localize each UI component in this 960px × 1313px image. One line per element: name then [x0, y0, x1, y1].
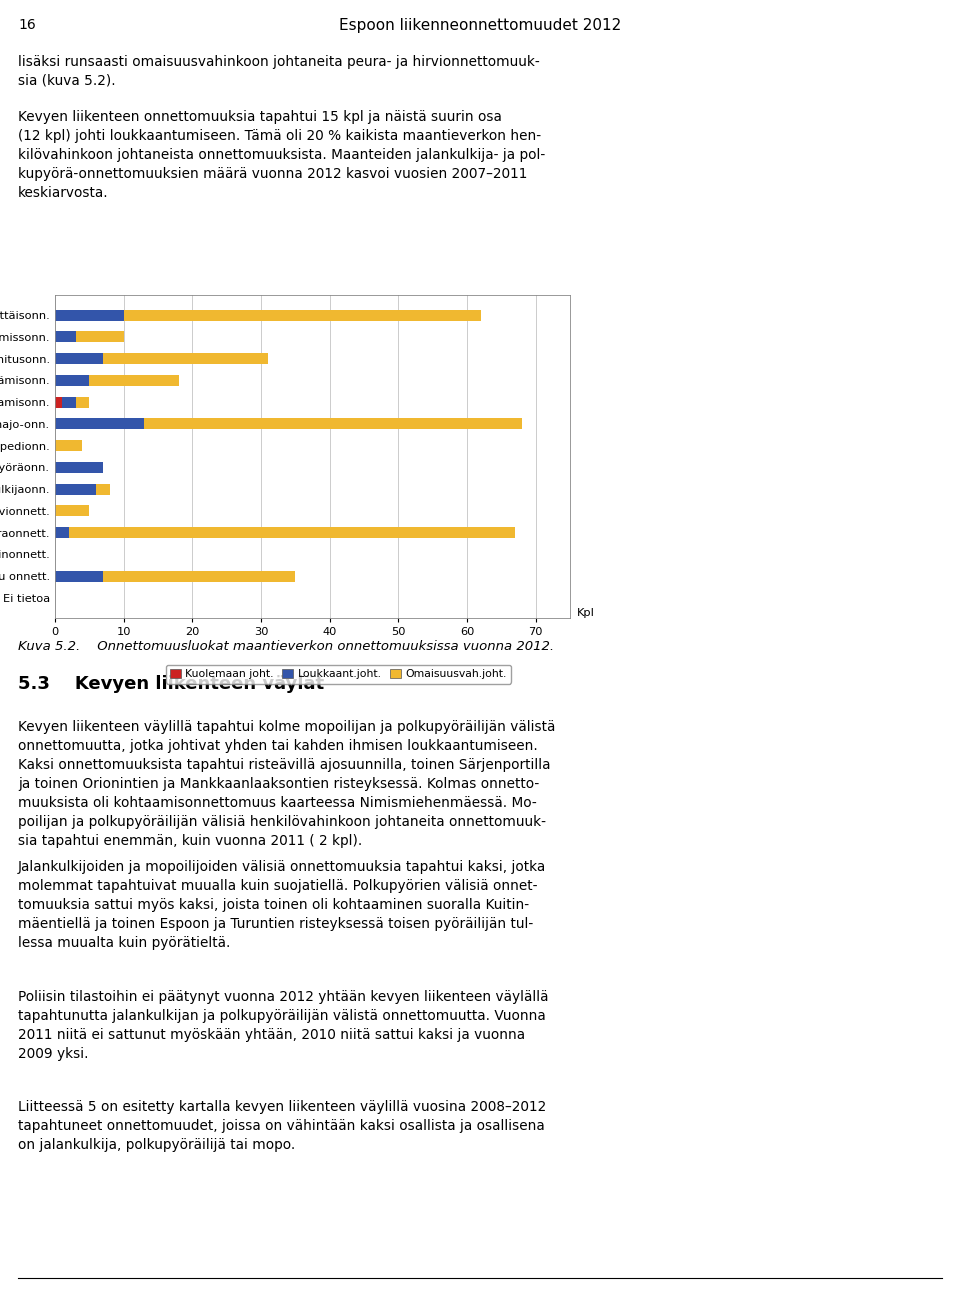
Text: Jalankulkijoiden ja mopoilijoiden välisiä onnettomuuksia tapahtui kaksi, jotka
m: Jalankulkijoiden ja mopoilijoiden välisi… [18, 860, 546, 949]
Text: Kevyen liikenteen väylillä tapahtui kolme mopoilijan ja polkupyöräilijän välistä: Kevyen liikenteen väylillä tapahtui kolm… [18, 720, 556, 848]
Text: 16: 16 [18, 18, 36, 32]
Bar [55, 440, 83, 452]
Text: Liitteessä 5 on esitetty kartalla kevyen liikenteen väylillä vuosina 2008–2012
t: Liitteessä 5 on esitetty kartalla kevyen… [18, 1100, 546, 1152]
Bar [103, 353, 268, 364]
Bar [55, 331, 76, 343]
Text: Kevyen liikenteen onnettomuuksia tapahtui 15 kpl ja näistä suurin osa
(12 kpl) j: Kevyen liikenteen onnettomuuksia tapahtu… [18, 110, 545, 200]
Bar [76, 331, 124, 343]
Bar [89, 376, 179, 386]
Bar [55, 376, 89, 386]
Text: lisäksi runsaasti omaisuusvahinkoon johtaneita peura- ja hirvionnettomuuk-
sia (: lisäksi runsaasti omaisuusvahinkoon joht… [18, 55, 540, 88]
Legend: Kuolemaan joht., Loukkaant.joht., Omaisuusvah.joht.: Kuolemaan joht., Loukkaant.joht., Omaisu… [165, 664, 511, 684]
Bar [103, 571, 296, 582]
Bar [55, 528, 69, 538]
Bar [69, 528, 516, 538]
Text: Kuva 5.2.    Onnettomuusluokat maantieverkon onnettomuuksissa vuonna 2012.: Kuva 5.2. Onnettomuusluokat maantieverko… [18, 639, 554, 653]
Bar [55, 506, 89, 516]
Text: 5.3    Kevyen liikenteen väylät: 5.3 Kevyen liikenteen väylät [18, 675, 324, 693]
Bar [55, 353, 103, 364]
Text: Poliisin tilastoihin ei päätynyt vuonna 2012 yhtään kevyen liikenteen väylällä
t: Poliisin tilastoihin ei päätynyt vuonna … [18, 990, 548, 1061]
Bar [76, 397, 89, 407]
Bar [96, 483, 110, 495]
Bar [55, 483, 96, 495]
Bar [55, 571, 103, 582]
Bar [61, 397, 76, 407]
Bar [124, 310, 481, 320]
Bar [144, 419, 522, 429]
Bar [55, 419, 144, 429]
Text: Espoon liikenneonnettomuudet 2012: Espoon liikenneonnettomuudet 2012 [339, 18, 621, 33]
Bar [55, 310, 124, 320]
Bar [55, 397, 61, 407]
Bar [55, 462, 103, 473]
Text: Kpl: Kpl [577, 608, 595, 618]
